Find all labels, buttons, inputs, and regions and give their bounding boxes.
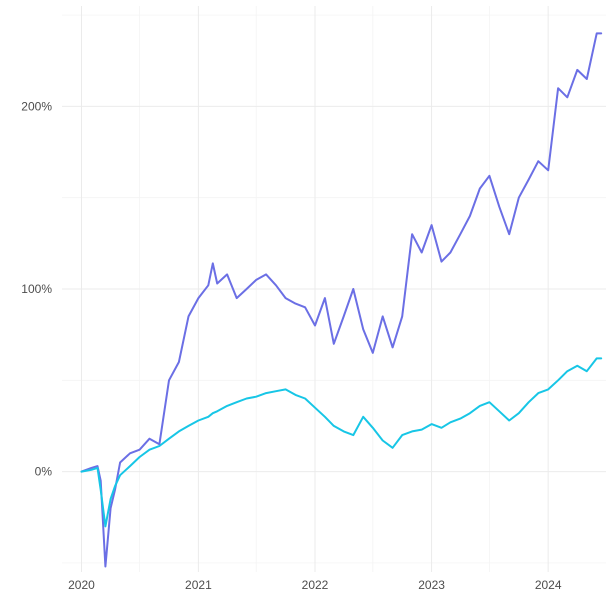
x-tick-label: 2023 (418, 578, 445, 592)
y-tick-label: 0% (35, 465, 53, 479)
series-line-2 (80, 357, 603, 528)
grid (62, 6, 606, 572)
x-tick-label: 2020 (68, 578, 95, 592)
x-tick-label: 2024 (535, 578, 562, 592)
x-tick-label: 2022 (302, 578, 329, 592)
series-line-1 (80, 32, 603, 568)
y-tick-label: 200% (21, 99, 52, 113)
x-tick-label: 2021 (185, 578, 212, 592)
axis-tick-labels: 0% 100% 200% 2020 2021 2022 2023 2024 (21, 99, 562, 592)
y-tick-label: 100% (21, 282, 52, 296)
series-lines (80, 32, 603, 568)
